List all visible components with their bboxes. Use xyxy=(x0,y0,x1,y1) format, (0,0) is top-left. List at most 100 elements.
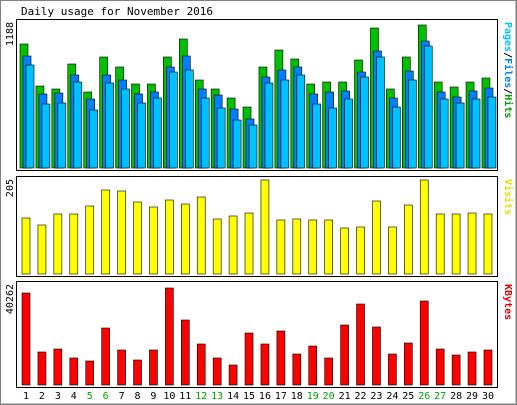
x-label-day-5: 5 xyxy=(87,391,93,402)
ylabel-hits: Hits xyxy=(502,94,514,118)
ymax-label-visits: 205 xyxy=(5,179,16,197)
bar-pages-day-9 xyxy=(153,97,162,169)
bar-kbytes-day-10 xyxy=(165,287,174,386)
bar-visits-day-9 xyxy=(149,206,158,275)
bar-kbytes-day-30 xyxy=(483,349,493,386)
bar-visits-day-6 xyxy=(101,189,110,275)
bar-pages-day-5 xyxy=(89,109,99,169)
x-label-day-18: 18 xyxy=(291,391,303,402)
bar-kbytes-day-12 xyxy=(196,343,206,386)
bar-kbytes-day-8 xyxy=(133,359,142,386)
bar-visits-day-22 xyxy=(356,226,365,275)
x-label-day-14: 14 xyxy=(227,391,239,402)
bar-kbytes-day-6 xyxy=(101,327,110,386)
x-label-day-19: 19 xyxy=(307,391,319,402)
x-label-day-1: 1 xyxy=(23,391,29,402)
bar-pages-day-7 xyxy=(121,88,130,169)
x-label-day-22: 22 xyxy=(355,391,367,402)
x-label-day-26: 26 xyxy=(418,391,430,402)
bar-pages-day-18 xyxy=(296,74,306,169)
bar-kbytes-day-21 xyxy=(340,324,349,386)
bar-kbytes-day-17 xyxy=(276,330,286,386)
ylabel-hits-panel: Pages/Files/Hits xyxy=(502,22,514,118)
bar-pages-day-19 xyxy=(312,103,322,169)
x-label-day-28: 28 xyxy=(450,391,462,402)
x-label-day-17: 17 xyxy=(275,391,287,402)
bar-pages-day-21 xyxy=(344,98,353,169)
x-label-day-20: 20 xyxy=(323,391,335,402)
bar-pages-day-13 xyxy=(216,107,226,169)
bar-pages-day-30 xyxy=(487,96,497,169)
x-label-day-24: 24 xyxy=(386,391,398,402)
x-label-day-9: 9 xyxy=(150,391,156,402)
bar-kbytes-day-5 xyxy=(85,360,95,386)
bar-visits-day-16 xyxy=(260,179,270,275)
bar-pages-day-4 xyxy=(73,81,83,169)
bar-pages-day-1 xyxy=(25,64,35,169)
bar-pages-day-11 xyxy=(185,69,194,169)
ymax-label-kbytes: 40262 xyxy=(5,284,16,314)
bar-visits-day-30 xyxy=(483,213,493,275)
bar-kbytes-day-3 xyxy=(53,348,63,386)
bar-visits-day-19 xyxy=(308,219,318,275)
bar-kbytes-day-27 xyxy=(435,348,445,386)
bar-visits-day-25 xyxy=(404,204,413,275)
bar-pages-day-27 xyxy=(439,98,449,169)
bar-kbytes-day-20 xyxy=(324,357,333,386)
panel-frame-kbytes xyxy=(16,281,498,388)
bar-visits-day-5 xyxy=(85,205,95,275)
bar-pages-day-17 xyxy=(280,79,290,169)
bar-pages-day-15 xyxy=(248,124,258,169)
bar-kbytes-day-28 xyxy=(451,354,461,386)
x-label-day-29: 29 xyxy=(466,391,478,402)
x-label-day-10: 10 xyxy=(163,391,175,402)
bar-pages-day-29 xyxy=(471,98,481,169)
x-label-day-23: 23 xyxy=(370,391,382,402)
bar-visits-day-13 xyxy=(212,218,222,275)
bar-visits-day-24 xyxy=(388,226,397,275)
bar-visits-day-2 xyxy=(37,224,47,275)
bar-pages-day-25 xyxy=(408,79,417,169)
bar-pages-day-14 xyxy=(232,119,242,169)
bar-visits-day-3 xyxy=(53,213,63,275)
x-label-day-12: 12 xyxy=(195,391,207,402)
x-label-day-27: 27 xyxy=(434,391,446,402)
bar-visits-day-8 xyxy=(133,201,142,275)
x-label-day-21: 21 xyxy=(339,391,351,402)
ylabel-slash-2: / xyxy=(502,88,513,94)
bar-visits-day-18 xyxy=(292,218,302,275)
bar-kbytes-day-24 xyxy=(388,353,397,386)
x-axis-labels: 1 2 3 4 5 6 7 8 9 10 11 12 13 14 15 16 17 18 19 20 21 22 23 24 2… xyxy=(23,391,494,402)
bar-kbytes-day-13 xyxy=(212,357,222,386)
bar-pages-day-16 xyxy=(264,82,274,169)
bar-kbytes-day-29 xyxy=(467,351,477,386)
x-label-day-2: 2 xyxy=(39,391,45,402)
bar-visits-day-10 xyxy=(165,199,174,275)
bar-visits-day-28 xyxy=(451,213,461,275)
bar-visits-day-12 xyxy=(196,196,206,275)
bar-pages-day-8 xyxy=(137,102,146,169)
ymax-label-hits: 1188 xyxy=(5,22,16,46)
bar-visits-day-17 xyxy=(276,219,286,275)
bar-pages-day-24 xyxy=(392,106,401,169)
bar-visits-day-1 xyxy=(21,217,31,275)
x-label-day-4: 4 xyxy=(71,391,77,402)
panel-frame-visits xyxy=(16,176,498,277)
ylabel-visits: Visits xyxy=(502,179,514,215)
bar-visits-day-29 xyxy=(467,212,477,275)
x-label-day-11: 11 xyxy=(179,391,191,402)
ylabel-pages: Pages xyxy=(502,22,513,52)
bar-visits-day-15 xyxy=(244,212,254,275)
bar-visits-day-20 xyxy=(324,219,333,275)
bar-kbytes-day-2 xyxy=(37,351,47,386)
x-label-day-3: 3 xyxy=(55,391,61,402)
bar-kbytes-day-15 xyxy=(244,332,254,386)
ylabel-kbytes: KBytes xyxy=(502,284,513,320)
x-label-day-7: 7 xyxy=(119,391,125,402)
bar-kbytes-day-19 xyxy=(308,345,318,386)
ylabel-files: Files xyxy=(502,58,514,88)
bar-kbytes-day-7 xyxy=(117,349,126,386)
bar-pages-day-26 xyxy=(423,45,433,169)
bar-pages-day-2 xyxy=(41,103,51,169)
bar-visits-day-26 xyxy=(419,179,429,275)
